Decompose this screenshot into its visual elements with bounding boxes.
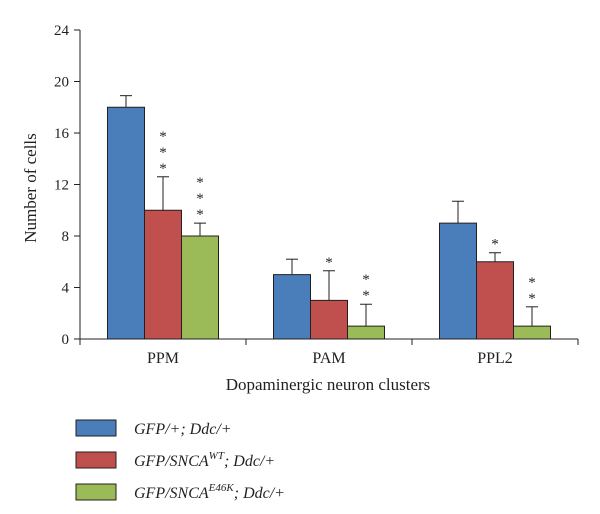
bar bbox=[513, 325, 551, 340]
x-axis: PPM PAM PPL2 bbox=[79, 338, 579, 367]
legend-swatch bbox=[75, 419, 117, 437]
significance-marker: * bbox=[159, 145, 167, 161]
x-axis-title: Dopaminergic neuron clusters bbox=[226, 375, 431, 394]
y-tick-label: 8 bbox=[62, 229, 70, 245]
significance-marker: * bbox=[159, 129, 167, 145]
significance-marker: * bbox=[528, 291, 536, 307]
significance-marker: * bbox=[196, 191, 204, 207]
legend-label-tail: ; Ddc/+ bbox=[224, 453, 275, 470]
significance-marker: * bbox=[325, 255, 333, 271]
y-tick-label: 0 bbox=[62, 332, 70, 348]
bar bbox=[476, 261, 514, 340]
y-axis-title: Number of cells bbox=[21, 133, 40, 243]
legend-label-tail: ; Ddc/+ bbox=[234, 485, 285, 502]
x-tick-label: PAM bbox=[312, 350, 345, 367]
significance-marker: * bbox=[196, 175, 204, 191]
legend-label-main: GFP/SNCA bbox=[134, 453, 209, 470]
significance-marker: * bbox=[491, 237, 499, 253]
y-tick-label: 24 bbox=[54, 23, 70, 39]
bar bbox=[310, 299, 348, 340]
bar bbox=[144, 209, 182, 340]
y-tick-label: 4 bbox=[62, 281, 70, 297]
legend-swatch bbox=[75, 451, 117, 469]
legend: GFP/+; Ddc/+GFP/SNCAWT; Ddc/+GFP/SNCAE46… bbox=[75, 419, 285, 502]
x-tick-label: PPM bbox=[147, 350, 179, 367]
legend-label-main: GFP/+; Ddc/+ bbox=[134, 421, 232, 438]
bar bbox=[347, 325, 385, 340]
bar bbox=[181, 235, 219, 340]
significance-markers: ************ bbox=[159, 129, 536, 307]
x-tick-label: PPL2 bbox=[477, 350, 513, 367]
legend-label: GFP/SNCAWT; Ddc/+ bbox=[134, 450, 275, 470]
significance-marker: * bbox=[196, 207, 204, 223]
y-tick-label: 16 bbox=[54, 126, 70, 142]
bar bbox=[439, 222, 477, 340]
significance-marker: * bbox=[159, 161, 167, 177]
legend-label-sup: WT bbox=[209, 450, 225, 462]
legend-swatch bbox=[75, 483, 117, 501]
y-tick-label: 20 bbox=[54, 75, 69, 91]
significance-marker: * bbox=[528, 275, 536, 291]
significance-marker: * bbox=[362, 272, 370, 288]
bar bbox=[107, 106, 145, 340]
legend-label: GFP/+; Ddc/+ bbox=[134, 421, 232, 438]
legend-label: GFP/SNCAE46K; Ddc/+ bbox=[134, 482, 285, 502]
error-bars bbox=[120, 95, 538, 327]
bar bbox=[273, 274, 311, 340]
legend-label-sup: E46K bbox=[208, 482, 235, 494]
significance-marker: * bbox=[362, 288, 370, 304]
legend-label-main: GFP/SNCA bbox=[134, 485, 209, 502]
y-tick-label: 12 bbox=[54, 178, 69, 194]
bars bbox=[107, 106, 551, 340]
y-axis: 0 4 8 12 16 20 24 bbox=[54, 23, 81, 348]
